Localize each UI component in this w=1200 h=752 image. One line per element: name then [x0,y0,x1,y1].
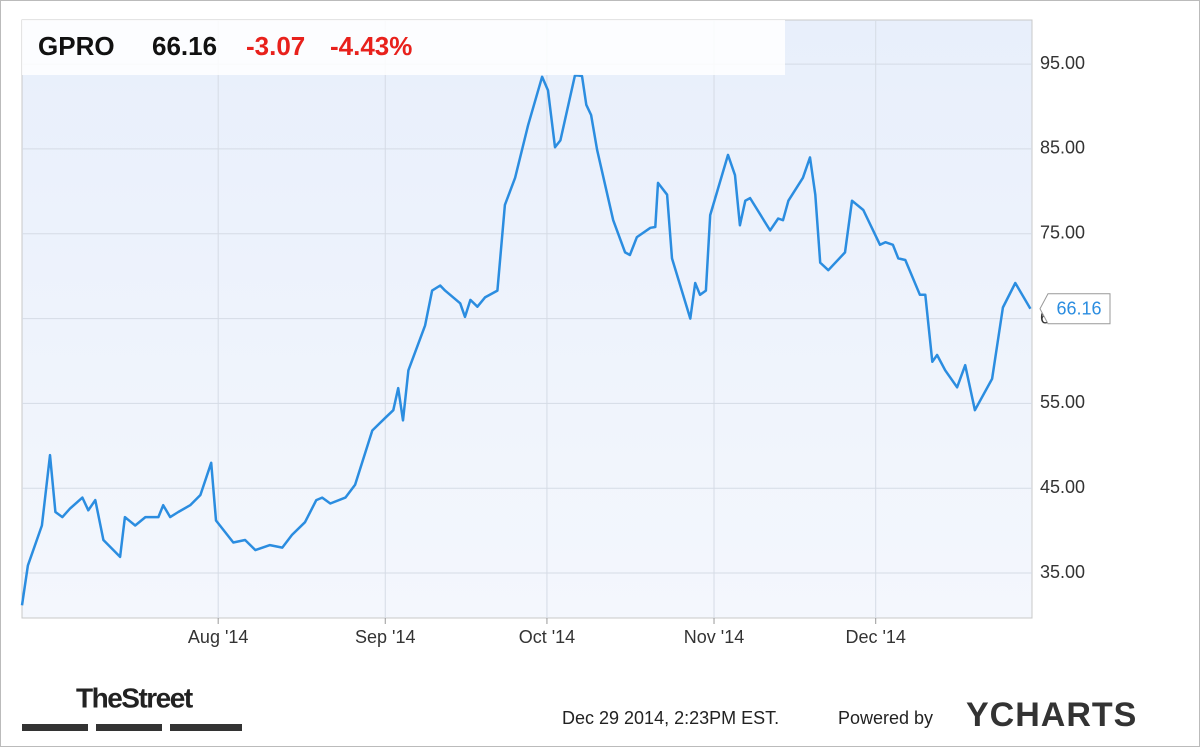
powered-by: Powered by [838,708,933,728]
change-percent: -4.43% [330,31,412,61]
y-tick-label: 95.00 [1040,53,1085,73]
x-tick-label: Sep '14 [355,627,416,647]
y-tick-label: 55.00 [1040,392,1085,412]
x-tick-label: Aug '14 [188,627,249,647]
publisher-logo: TheStreet [76,682,193,713]
price: 66.16 [152,31,217,61]
change: -3.07 [246,31,305,61]
logo-bar [22,724,88,731]
y-tick-label: 75.00 [1040,223,1085,243]
ticker: GPRO [38,31,115,61]
y-tick-label: 45.00 [1040,477,1085,497]
logo-bar [170,724,242,731]
y-tick-label: 85.00 [1040,138,1085,158]
x-tick-label: Dec '14 [845,627,905,647]
brand-logo: YCHARTS [966,696,1137,734]
price-line [20,73,1032,606]
header-box [22,20,785,75]
last-value-flag [1039,293,1111,325]
last-value-label: 66.16 [1056,298,1101,318]
timestamp: Dec 29 2014, 2:23PM EST. [562,708,779,728]
x-tick-label: Oct '14 [519,627,575,647]
x-tick-label: Nov '14 [684,627,744,647]
logo-bar [96,724,162,731]
y-tick-label: 35.00 [1040,562,1085,582]
